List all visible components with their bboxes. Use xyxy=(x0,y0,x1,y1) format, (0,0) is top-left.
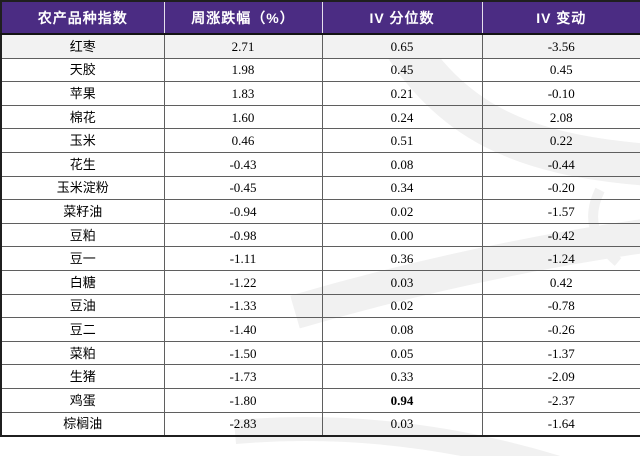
iv-percentile-cell: 0.05 xyxy=(321,340,483,366)
header-row: 农产品种指数 周涨跌幅（%） IV 分位数 IV 变动 xyxy=(1,1,640,35)
table-row: 玉米 0.46 0.51 0.22 xyxy=(0,128,640,153)
iv-change-cell: -0.78 xyxy=(481,293,640,319)
product-name-cell: 豆二 xyxy=(0,317,165,342)
header-iv-change: IV 变动 xyxy=(481,1,640,35)
iv-percentile-cell: 0.03 xyxy=(321,269,483,295)
iv-change-cell: -2.09 xyxy=(481,364,640,389)
weekly-change-cell: 1.83 xyxy=(163,81,323,106)
iv-change-cell: -0.26 xyxy=(481,317,640,342)
iv-percentile-cell: 0.65 xyxy=(321,33,483,59)
iv-change-cell: -1.57 xyxy=(481,199,640,224)
table-row: 白糖 -1.22 0.03 0.42 xyxy=(0,269,640,295)
header-product-index: 农产品种指数 xyxy=(1,1,164,35)
table-row: 棉花 1.60 0.24 2.08 xyxy=(0,104,640,130)
table-row: 豆粕 -0.98 0.00 -0.42 xyxy=(0,222,640,248)
iv-change-cell: 2.08 xyxy=(481,104,640,130)
product-name-cell: 棕榈油 xyxy=(0,411,165,437)
iv-change-cell: 0.42 xyxy=(481,269,640,295)
product-name-cell: 豆一 xyxy=(0,246,165,271)
weekly-change-cell: -1.33 xyxy=(163,293,323,319)
weekly-change-cell: -2.83 xyxy=(163,411,323,437)
weekly-change-cell: -0.98 xyxy=(163,222,323,248)
iv-percentile-cell: 0.94 xyxy=(321,387,483,413)
iv-percentile-cell: 0.33 xyxy=(321,364,483,389)
table-body: 红枣 2.71 0.65 -3.56 天胶 1.98 0.45 0.45 苹果 … xyxy=(0,33,640,437)
product-name-cell: 天胶 xyxy=(0,57,165,83)
weekly-change-cell: -1.40 xyxy=(163,317,323,342)
weekly-change-cell: -1.11 xyxy=(163,246,323,271)
table-row: 花生 -0.43 0.08 -0.44 xyxy=(0,151,640,177)
iv-percentile-cell: 0.24 xyxy=(321,104,483,130)
weekly-change-cell: 0.46 xyxy=(163,128,323,153)
iv-data-table: 农产品种指数 周涨跌幅（%） IV 分位数 IV 变动 红枣 2.71 0.65… xyxy=(0,0,640,438)
table-row: 菜粕 -1.50 0.05 -1.37 xyxy=(0,340,640,366)
header-iv-percentile: IV 分位数 xyxy=(321,1,482,35)
weekly-change-cell: -0.94 xyxy=(163,199,323,224)
iv-percentile-cell: 0.02 xyxy=(321,293,483,319)
iv-change-cell: 0.22 xyxy=(481,128,640,153)
product-name-cell: 棉花 xyxy=(0,104,165,130)
iv-change-cell: -3.56 xyxy=(481,33,640,59)
iv-percentile-cell: 0.08 xyxy=(321,317,483,342)
iv-percentile-cell: 0.08 xyxy=(321,151,483,177)
product-name-cell: 菜籽油 xyxy=(0,199,165,224)
product-name-cell: 豆粕 xyxy=(0,222,165,248)
iv-change-cell: -2.37 xyxy=(481,387,640,413)
weekly-change-cell: -1.73 xyxy=(163,364,323,389)
table-row: 玉米淀粉 -0.45 0.34 -0.20 xyxy=(0,175,640,201)
iv-percentile-cell: 0.45 xyxy=(321,57,483,83)
weekly-change-cell: 1.98 xyxy=(163,57,323,83)
product-name-cell: 苹果 xyxy=(0,81,165,106)
iv-percentile-cell: 0.36 xyxy=(321,246,483,271)
product-name-cell: 红枣 xyxy=(0,33,165,59)
table-row: 菜籽油 -0.94 0.02 -1.57 xyxy=(0,199,640,224)
iv-percentile-cell: 0.51 xyxy=(321,128,483,153)
weekly-change-cell: -0.43 xyxy=(163,151,323,177)
table-row: 天胶 1.98 0.45 0.45 xyxy=(0,57,640,83)
product-name-cell: 花生 xyxy=(0,151,165,177)
product-name-cell: 生猪 xyxy=(0,364,165,389)
weekly-change-cell: 2.71 xyxy=(163,33,323,59)
product-name-cell: 白糖 xyxy=(0,269,165,295)
weekly-change-cell: -1.50 xyxy=(163,340,323,366)
iv-percentile-cell: 0.03 xyxy=(321,411,483,437)
weekly-change-cell: -0.45 xyxy=(163,175,323,201)
iv-change-cell: -0.10 xyxy=(481,81,640,106)
header-weekly-change: 周涨跌幅（%） xyxy=(163,1,322,35)
iv-change-cell: -1.24 xyxy=(481,246,640,271)
weekly-change-cell: -1.80 xyxy=(163,387,323,413)
iv-percentile-cell: 0.02 xyxy=(321,199,483,224)
iv-percentile-cell: 0.21 xyxy=(321,81,483,106)
iv-change-cell: -0.20 xyxy=(481,175,640,201)
table-header: 农产品种指数 周涨跌幅（%） IV 分位数 IV 变动 xyxy=(1,1,640,35)
table-row: 豆油 -1.33 0.02 -0.78 xyxy=(0,293,640,319)
table-row: 豆二 -1.40 0.08 -0.26 xyxy=(0,317,640,342)
product-name-cell: 菜粕 xyxy=(0,340,165,366)
iv-change-cell: -1.37 xyxy=(481,340,640,366)
table-row: 苹果 1.83 0.21 -0.10 xyxy=(0,81,640,106)
product-name-cell: 鸡蛋 xyxy=(0,387,165,413)
iv-change-cell: -0.44 xyxy=(481,151,640,177)
weekly-change-cell: 1.60 xyxy=(163,104,323,130)
iv-change-cell: -1.64 xyxy=(481,411,640,437)
product-name-cell: 玉米淀粉 xyxy=(0,175,165,201)
table-row: 红枣 2.71 0.65 -3.56 xyxy=(0,33,640,59)
table-row: 豆一 -1.11 0.36 -1.24 xyxy=(0,246,640,271)
iv-percentile-cell: 0.00 xyxy=(321,222,483,248)
weekly-change-cell: -1.22 xyxy=(163,269,323,295)
iv-change-cell: -0.42 xyxy=(481,222,640,248)
table-row: 鸡蛋 -1.80 0.94 -2.37 xyxy=(0,387,640,413)
iv-change-cell: 0.45 xyxy=(481,57,640,83)
product-name-cell: 豆油 xyxy=(0,293,165,319)
product-name-cell: 玉米 xyxy=(0,128,165,153)
iv-percentile-cell: 0.34 xyxy=(321,175,483,201)
table-row: 棕榈油 -2.83 0.03 -1.64 xyxy=(0,411,640,437)
table-row: 生猪 -1.73 0.33 -2.09 xyxy=(0,364,640,389)
